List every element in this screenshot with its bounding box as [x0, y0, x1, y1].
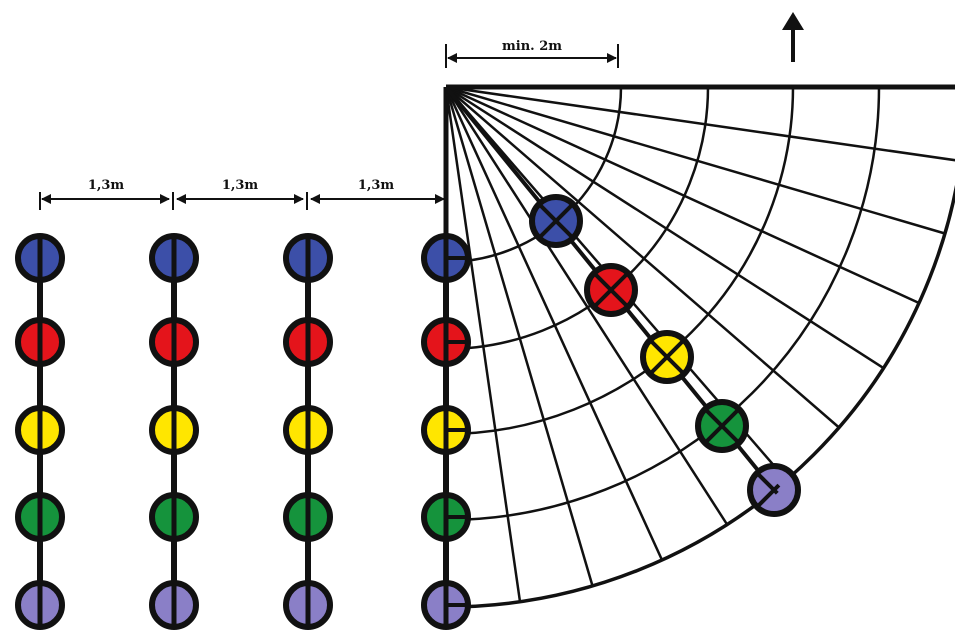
- fan-ray: [445, 85, 885, 370]
- fan-arc: [445, 86, 881, 522]
- diagonal-disc-green: [695, 399, 749, 453]
- spacing-dimension-3: 1,3m: [306, 178, 447, 210]
- diagonal-discs: [444, 85, 801, 517]
- spacing-dimensions: 1,3m 1,3m 1,3m: [39, 178, 447, 210]
- spacing-label-3: 1,3m: [358, 178, 395, 193]
- x-mark: [538, 203, 574, 239]
- diagonal-disc-purple: [747, 463, 801, 517]
- spacing-label-1: 1,3m: [88, 178, 125, 193]
- disc-column-3: [283, 233, 333, 630]
- disc-columns: [15, 233, 471, 630]
- fan-ray: [445, 85, 946, 235]
- disc-column-1: [15, 233, 65, 630]
- spacing-label-2: 1,3m: [222, 178, 259, 193]
- fan-arc: [445, 184, 955, 609]
- fan-ray: [445, 86, 840, 429]
- spacing-dimension-2: 1,3m: [172, 178, 304, 210]
- diagonal-disc-red: [584, 263, 638, 317]
- fan-arc: [445, 86, 795, 436]
- disc-column-2: [149, 233, 199, 630]
- half-mark: [756, 483, 781, 508]
- fan-grid: [443, 85, 955, 615]
- x-mark: [704, 408, 740, 444]
- fan-ray: [444, 86, 729, 526]
- disc-column-4: [421, 233, 471, 630]
- fan-ray: [444, 86, 664, 561]
- x-mark: [649, 339, 685, 375]
- min-distance-dimension: min. 2m: [445, 39, 619, 68]
- fan-ray: [445, 85, 920, 305]
- diagonal-disc-yellow: [640, 330, 694, 384]
- min-distance-label: min. 2m: [502, 39, 562, 54]
- up-arrow-icon: [782, 12, 804, 62]
- diagonal-disc-blue: [529, 194, 583, 248]
- x-mark: [593, 272, 629, 308]
- spacing-dimension-1: 1,3m: [39, 178, 170, 210]
